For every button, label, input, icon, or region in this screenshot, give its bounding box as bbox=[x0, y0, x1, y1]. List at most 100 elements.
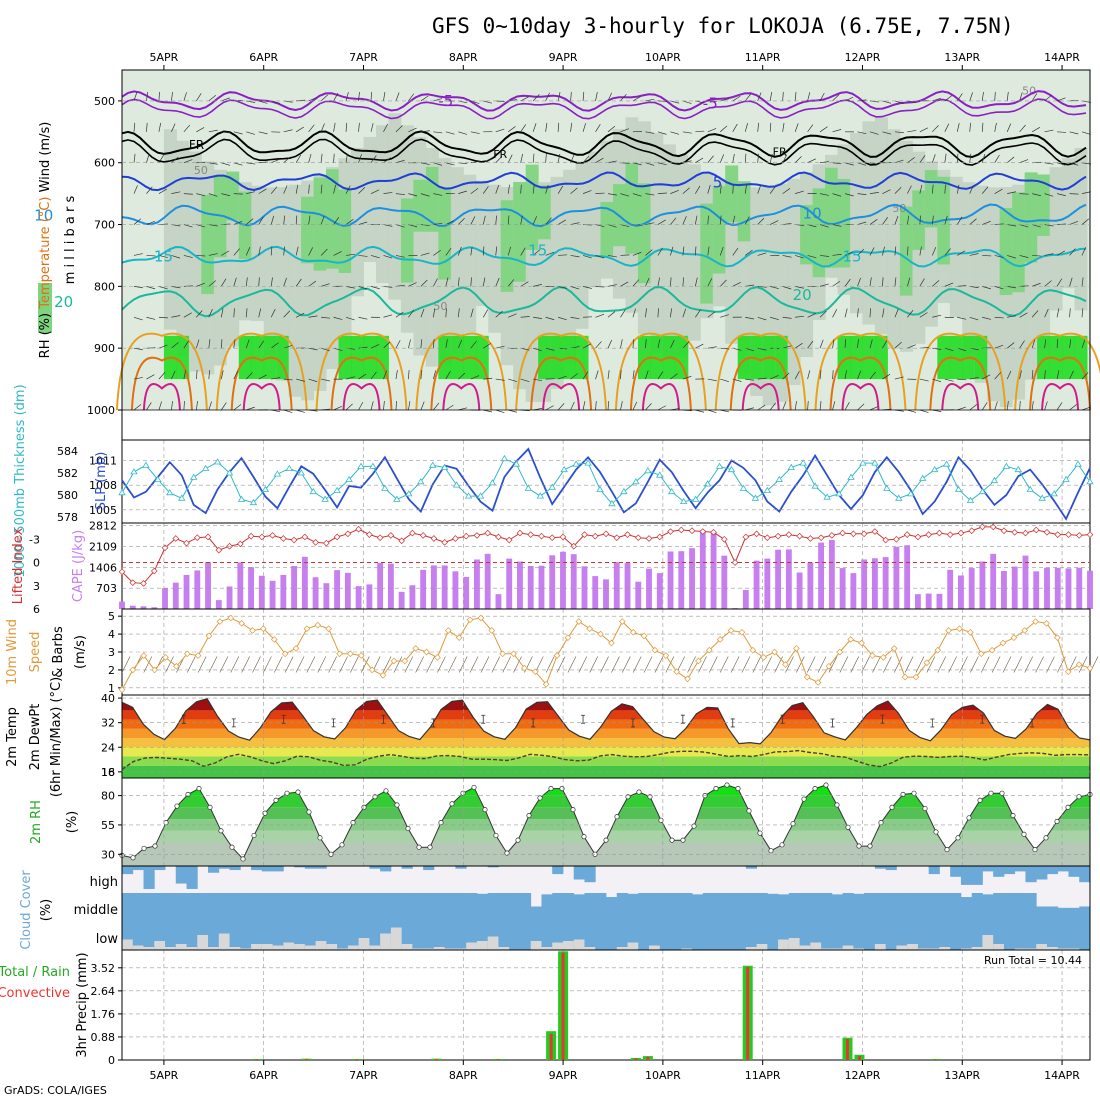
wind-barb bbox=[994, 223, 1004, 225]
wind-barb bbox=[383, 224, 393, 227]
wind-barb bbox=[819, 283, 829, 287]
low-cloud-bar bbox=[175, 944, 187, 950]
wind-barb bbox=[483, 100, 493, 104]
cape-bar bbox=[925, 593, 932, 609]
wind-barb bbox=[358, 91, 360, 101]
surface-wind-barb bbox=[915, 656, 925, 673]
wind-barb bbox=[657, 371, 664, 380]
li-point bbox=[118, 568, 126, 576]
wind-barb bbox=[595, 313, 605, 318]
surface-wind-barb bbox=[883, 656, 892, 673]
middle-cloud-bar bbox=[1014, 893, 1026, 920]
temp-band bbox=[122, 756, 1090, 766]
wind-barb bbox=[645, 249, 653, 256]
wind-barb bbox=[320, 248, 328, 256]
wind-barb bbox=[907, 185, 912, 194]
minmax-marker bbox=[980, 714, 985, 724]
wind-barb bbox=[520, 316, 530, 318]
thickness-point bbox=[883, 484, 891, 491]
cape-bar bbox=[678, 551, 685, 609]
wind-barb bbox=[745, 378, 755, 381]
middle-cloud-bar bbox=[638, 893, 650, 920]
wind-barb bbox=[333, 184, 337, 194]
wind-barb bbox=[807, 400, 809, 411]
wind-barb bbox=[383, 192, 393, 194]
y-tick-label: 80 bbox=[101, 790, 115, 803]
rh-point bbox=[394, 802, 400, 808]
wind-barb bbox=[882, 131, 892, 135]
li-point bbox=[505, 536, 513, 544]
li-point bbox=[344, 530, 352, 538]
low-cloud-bg bbox=[401, 920, 413, 950]
thickness-point bbox=[357, 462, 365, 469]
li-point bbox=[1086, 531, 1094, 538]
wind-barb bbox=[795, 190, 804, 194]
li-point bbox=[387, 532, 395, 539]
li-point bbox=[1043, 528, 1051, 536]
thickness-point bbox=[930, 465, 939, 473]
middle-cloud-bar bbox=[487, 893, 499, 920]
wind-barb bbox=[420, 279, 428, 287]
thickness-point bbox=[405, 490, 413, 497]
wind-barb bbox=[1081, 191, 1091, 194]
cape-bar bbox=[871, 558, 878, 609]
orange-contour bbox=[814, 332, 907, 411]
wind-speed-point bbox=[977, 650, 985, 658]
wind-barb bbox=[670, 373, 678, 380]
wind-barb bbox=[483, 158, 492, 164]
wind-barb bbox=[495, 100, 505, 103]
wind-barb bbox=[807, 124, 814, 133]
rh-shade-bright bbox=[737, 335, 751, 380]
rh-point bbox=[779, 842, 785, 848]
wind-barb bbox=[982, 316, 992, 320]
thickness-point bbox=[644, 467, 652, 474]
wind-barb bbox=[445, 131, 455, 135]
high-cloud-bar bbox=[122, 866, 134, 875]
minmax-marker bbox=[381, 714, 386, 724]
rh-point bbox=[1043, 835, 1049, 841]
y-tick-label: 500 bbox=[94, 95, 115, 108]
wind-barb bbox=[433, 98, 443, 102]
wind-barb bbox=[146, 402, 152, 411]
wind-barb bbox=[957, 347, 967, 352]
x-tick-label-top: 8APR bbox=[449, 51, 478, 64]
dark-orange-contour bbox=[530, 356, 593, 411]
middle-cloud-bar bbox=[853, 893, 865, 920]
surface-wind-barb bbox=[698, 656, 707, 673]
li-point bbox=[484, 529, 492, 537]
thickness-point bbox=[524, 484, 533, 491]
x-tick-label-top: 6APR bbox=[249, 51, 278, 64]
wind-barb bbox=[470, 188, 479, 194]
thickness-point bbox=[787, 463, 795, 470]
rh-point bbox=[889, 804, 895, 810]
wind-barb bbox=[333, 406, 342, 411]
cloud-layer-label: high bbox=[90, 875, 118, 890]
low-cloud-bg bbox=[143, 920, 155, 950]
cape-bar bbox=[269, 580, 276, 609]
low-cloud-bar bbox=[401, 944, 413, 950]
low-cloud-bar bbox=[681, 948, 693, 950]
low-cloud-bar bbox=[154, 941, 166, 950]
wind-barb bbox=[769, 402, 776, 411]
middle-cloud-bar bbox=[132, 893, 144, 920]
low-cloud-bg bbox=[939, 920, 951, 950]
wind-barb bbox=[220, 370, 224, 380]
wind-barb bbox=[321, 378, 330, 382]
rh-contour-label: 50 bbox=[194, 164, 208, 177]
high-cloud-bar bbox=[143, 866, 155, 889]
li-point bbox=[710, 528, 717, 536]
middle-cloud-bar bbox=[767, 893, 779, 920]
rh-shade-mid bbox=[413, 136, 427, 356]
wind-barb bbox=[533, 316, 543, 319]
wind-barb bbox=[657, 247, 663, 256]
wind-barb bbox=[520, 247, 526, 256]
cape-bar bbox=[667, 551, 674, 609]
wind-barb bbox=[482, 186, 489, 194]
wind-barb bbox=[707, 278, 713, 287]
cape-bar bbox=[258, 575, 265, 609]
wind-barb bbox=[171, 91, 173, 101]
dark-orange-contour bbox=[729, 356, 792, 411]
rh-point bbox=[350, 820, 356, 826]
wind-barb bbox=[370, 255, 380, 259]
